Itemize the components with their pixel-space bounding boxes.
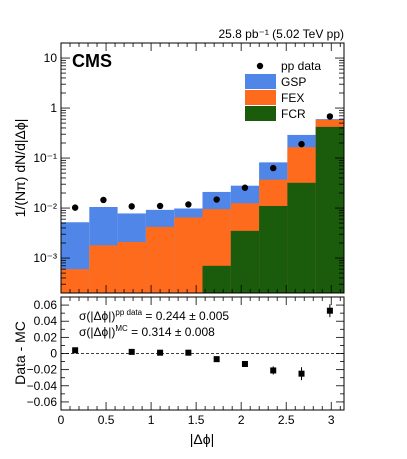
sigma-annotation-mc: σ(|Δϕ|)MC = 0.314 ± 0.008 [79, 324, 215, 339]
residual-point-6 [241, 360, 248, 367]
histogram-bars [61, 119, 344, 293]
bottom-y-axis-title: Data - MC [12, 321, 28, 385]
legend-label-fcr: FCR [281, 107, 306, 121]
residual-point-2 [128, 348, 135, 355]
residual-point-8 [298, 370, 305, 377]
y-tick-label: 0.04 [34, 314, 58, 328]
data-point-8 [270, 164, 277, 172]
residual-point-3 [157, 349, 164, 356]
y-tick-label: 10⁻² [33, 201, 57, 215]
legend-marker-pp-data [256, 62, 264, 70]
top-y-axis: 10⁻³ 10⁻² 10⁻¹ 1 10 [33, 42, 344, 294]
y-tick-label: 0 [50, 347, 57, 361]
top-y-axis-title: 1/(Nπ) dN/d|Δϕ| [12, 119, 28, 218]
bar-fex-bin-4 [145, 226, 175, 293]
y-tick-label: −0.06 [27, 395, 58, 409]
bar-fcr-bin-6 [202, 265, 231, 293]
data-point-2 [100, 196, 107, 204]
luminosity-label: 25.8 pb⁻¹ (5.02 TeV pp) [218, 27, 344, 41]
y-tick-label: 0.06 [34, 298, 58, 312]
data-point-3 [128, 203, 135, 210]
y-tick-label: 10⁻¹ [33, 151, 57, 165]
x-tick-label: 1 [148, 413, 155, 427]
top-plot-frame [60, 42, 345, 294]
sigma-annotation-data: σ(|Δϕ|)pp data = 0.244 ± 0.005 [79, 308, 229, 323]
x-tick-label: 0 [58, 413, 65, 427]
data-point-10 [326, 113, 334, 120]
bar-fcr-bin-9 [287, 182, 316, 293]
x-tick-label: 1.5 [188, 413, 205, 427]
x-tick-label: 2.5 [278, 413, 295, 427]
bottom-y-axis: −0.06 −0.04 −0.02 0 0.02 0.04 0.06 [27, 296, 344, 411]
legend-swatch-gsp [245, 74, 276, 89]
legend-label-gsp: GSP [281, 75, 306, 89]
data-point-6 [213, 196, 220, 203]
y-tick-label: 10 [44, 51, 58, 65]
legend-swatch-fcr [245, 106, 276, 121]
cms-label: CMS [72, 51, 112, 71]
bar-fex-bin-5 [174, 217, 203, 293]
legend: pp data GSP FEX FCR [245, 59, 321, 121]
residual-point-9 [326, 307, 333, 314]
y-tick-label: −0.04 [27, 379, 58, 393]
residual-point-4 [185, 349, 192, 356]
bar-fex-bin-2 [89, 245, 118, 293]
x-axis: 0 0.5 1 1.5 2 2.5 3 [58, 43, 341, 427]
legend-label-fex: FEX [281, 91, 304, 105]
residual-point-5 [213, 356, 220, 363]
x-tick-label: 0.5 [98, 413, 115, 427]
x-axis-title: |Δϕ| [190, 431, 214, 447]
y-tick-label: 0.02 [34, 330, 58, 344]
y-tick-label: 1 [50, 101, 57, 115]
bar-fcr-bin-8 [259, 205, 288, 293]
data-point-7 [241, 184, 249, 191]
x-tick-label: 3 [328, 413, 335, 427]
legend-swatch-fex [245, 90, 276, 105]
top-panel: 10⁻³ 10⁻² 10⁻¹ 1 10 1/(Nπ) dN/d|Δϕ| CMS pp d… [12, 42, 345, 294]
bar-fex-bin-1 [61, 269, 90, 293]
residual-point-1 [72, 347, 79, 354]
legend-label-pp-data: pp data [281, 59, 321, 73]
residual-point-7 [270, 367, 277, 374]
data-point-1 [71, 204, 79, 211]
x-tick-label: 2 [238, 413, 245, 427]
y-tick-label: 10⁻³ [33, 251, 57, 265]
data-points [71, 113, 334, 211]
bar-fcr-bin-7 [230, 230, 260, 293]
bar-fex-bin-3 [117, 241, 146, 293]
data-point-5 [185, 201, 192, 208]
y-tick-label: −0.02 [27, 363, 58, 377]
data-point-9 [298, 140, 305, 148]
data-point-4 [156, 202, 164, 210]
residual-points [72, 304, 333, 381]
bottom-panel: −0.06 −0.04 −0.02 0 0.02 0.04 0.06 0 0.5 1 1.5 2 2.… [12, 43, 345, 447]
